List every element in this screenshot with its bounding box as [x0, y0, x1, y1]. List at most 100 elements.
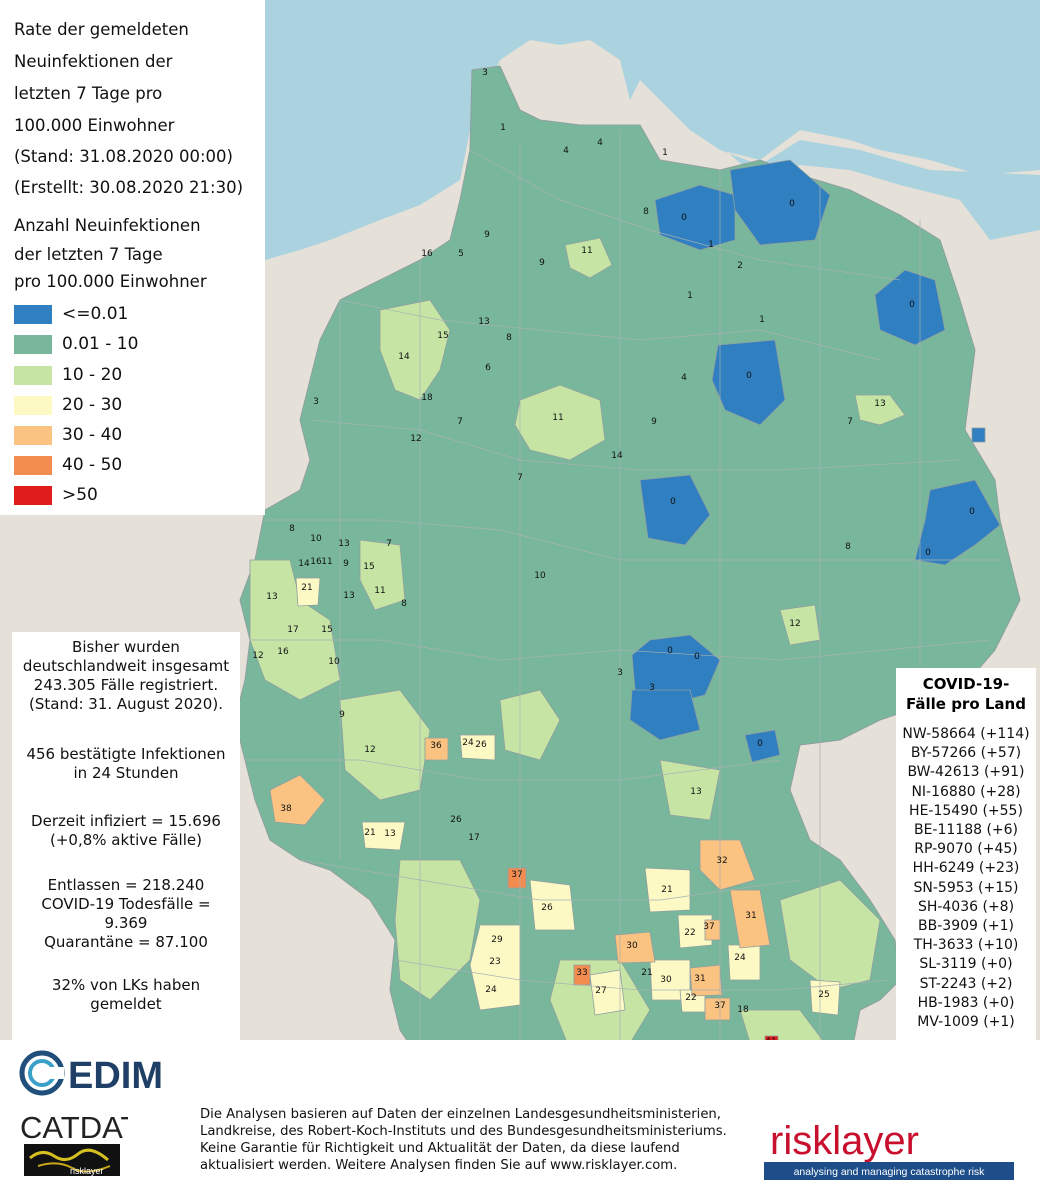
catdat-world-icon: CATDAT risklayer [20, 1110, 139, 1176]
footer-line-1: Die Analysen basieren auf Daten der einz… [200, 1107, 721, 1122]
state-case-count: TH-3633 (+10) [913, 937, 1019, 954]
district-value-label: 31 [745, 911, 756, 921]
legend-label-zero: <=0.01 [62, 304, 129, 324]
district-value-label: 14 [611, 451, 623, 461]
district-value-label: 26 [450, 815, 462, 825]
state-case-count: HH-6249 (+23) [912, 860, 1020, 877]
district-value-label: 11 [374, 586, 385, 596]
legend-label-over-50: >50 [62, 485, 98, 505]
stats-quarantine: Quarantäne = 87.100 [44, 933, 208, 951]
district-value-label: 0 [969, 507, 975, 517]
stats-as-of: (Stand: 31. August 2020). [29, 695, 223, 713]
footer-disclaimer: Die Analysen basieren auf Daten der einz… [200, 1106, 760, 1174]
district-value-label: 0 [909, 300, 915, 310]
state-case-count: HB-1983 (+0) [917, 994, 1015, 1011]
district-value-label: 1 [662, 148, 668, 158]
district-value-label: 30 [626, 941, 638, 951]
footer-line-3: Keine Garantie für Richtigkeit und Aktua… [200, 1141, 680, 1156]
state-case-count: SH-4036 (+8) [917, 898, 1015, 915]
stats-line: in 24 Stunden [73, 764, 179, 782]
district-value-label: 8 [401, 599, 407, 609]
district-value-label: 8 [643, 207, 649, 217]
stats-line: deutschlandweit insgesamt [22, 657, 230, 675]
state-case-count: BW-42613 (+91) [907, 764, 1025, 781]
district-value-label: 13 [690, 787, 701, 797]
district-value-label: 11 [581, 246, 592, 256]
state-case-count: NI-16880 (+28) [911, 783, 1021, 800]
district-value-label: 3 [313, 397, 319, 407]
district-value-label: 7 [517, 473, 523, 483]
legend-swatch-zero [14, 305, 52, 324]
district-value-label: 2 [737, 261, 743, 271]
district-value-label: 18 [421, 393, 433, 403]
district-value-label: 0 [670, 497, 676, 507]
district-value-label: 13 [874, 399, 885, 409]
legend-subtitle-line-3: pro 100.000 Einwohner [14, 272, 207, 291]
state-case-count: MV-1009 (+1) [917, 1014, 1015, 1030]
district-value-label: 11 [552, 413, 563, 423]
legend-stand-date: (Stand: 31.08.2020 00:00) [14, 147, 233, 166]
risklayer-logo-graphic: risklayer analysing and managing catastr… [764, 1119, 1014, 1180]
district-value-label: 3 [617, 668, 623, 678]
district-value-label: 1 [708, 240, 714, 250]
district-value-labels: 3144100812119516901113151480618411371213… [252, 68, 975, 1091]
risklayer-logo-text: risklayer [770, 1119, 919, 1163]
legend-swatch-0-10 [14, 335, 52, 354]
district-value-label: 0 [667, 646, 673, 656]
district-value-label: 6 [485, 363, 491, 373]
district-value-label: 36 [430, 741, 442, 751]
legend-subtitle-line-1: Anzahl Neuinfektionen [14, 216, 201, 235]
legend-subtitle-line-2: der letzten 7 Tage [14, 245, 163, 264]
district-value-label: 1 [500, 123, 506, 133]
district-value-label: 16 [421, 249, 433, 259]
district-value-label: 16 [310, 557, 322, 567]
district-value-label: 0 [757, 739, 763, 749]
district-value-label: 12 [410, 434, 421, 444]
legend-title-line-1: Rate der gemeldeten [14, 20, 189, 39]
district-borders [245, 130, 1000, 1090]
cedim-logo: EDIM [18, 1048, 178, 1098]
district-value-label: 7 [457, 417, 463, 427]
cedim-ring-icon: EDIM [19, 1050, 163, 1097]
district-value-label: 0 [681, 213, 687, 223]
stats-line: Bisher wurden [72, 638, 180, 656]
district-value-label: 0 [789, 199, 795, 209]
state-case-count: ST-2243 (+2) [919, 975, 1013, 992]
district-value-label: 9 [651, 417, 657, 427]
district-value-label: 14 [298, 559, 310, 569]
district-value-label: 13 [478, 317, 489, 327]
district-value-label: 0 [694, 652, 700, 662]
district-value-label: 7 [847, 417, 853, 427]
district-value-label: 8 [845, 542, 851, 552]
stats-recovered: Entlassen = 218.240 [47, 876, 205, 894]
district-value-label: 23 [489, 957, 500, 967]
state-case-count: SN-5953 (+15) [913, 879, 1019, 896]
district-value-label: 33 [576, 968, 587, 978]
legend-swatch-30-40 [14, 426, 52, 445]
district-value-label: 24 [462, 738, 474, 748]
stats-line: gemeldet [90, 995, 162, 1013]
district-value-label: 38 [280, 804, 292, 814]
district-value-label: 21 [301, 583, 312, 593]
legend-label-0-10: 0.01 - 10 [62, 334, 139, 354]
stats-currently-infected: Derzeit infiziert = 15.696 [31, 812, 221, 830]
district-value-label: 4 [681, 373, 687, 383]
district-value-label: 21 [641, 968, 652, 978]
state-case-count: RP-9070 (+45) [914, 841, 1018, 858]
state-case-count: BY-57266 (+57) [910, 745, 1022, 762]
district-value-label: 27 [595, 986, 606, 996]
legend-created-date: (Erstellt: 30.08.2020 21:30) [14, 178, 244, 197]
states-title: COVID-19- Fälle pro Land [896, 674, 1036, 714]
district-value-label: 26 [541, 903, 553, 913]
states-title-line-1: COVID-19- [922, 675, 1010, 693]
district-value-label: 37 [714, 1001, 725, 1011]
district-value-label: 10 [328, 657, 340, 667]
district-value-label: 37 [511, 870, 522, 880]
district-value-label: 21 [364, 828, 375, 838]
states-title-line-2: Fälle pro Land [906, 695, 1026, 713]
legend-title-line-3: letzten 7 Tage pro [14, 84, 163, 103]
stats-deaths-value: 9.369 [104, 914, 148, 932]
stats-new-infections: 456 bestätigte Infektionen [26, 745, 226, 763]
district-value-label: 24 [485, 985, 497, 995]
cedim-logo-text: EDIM [68, 1055, 163, 1097]
